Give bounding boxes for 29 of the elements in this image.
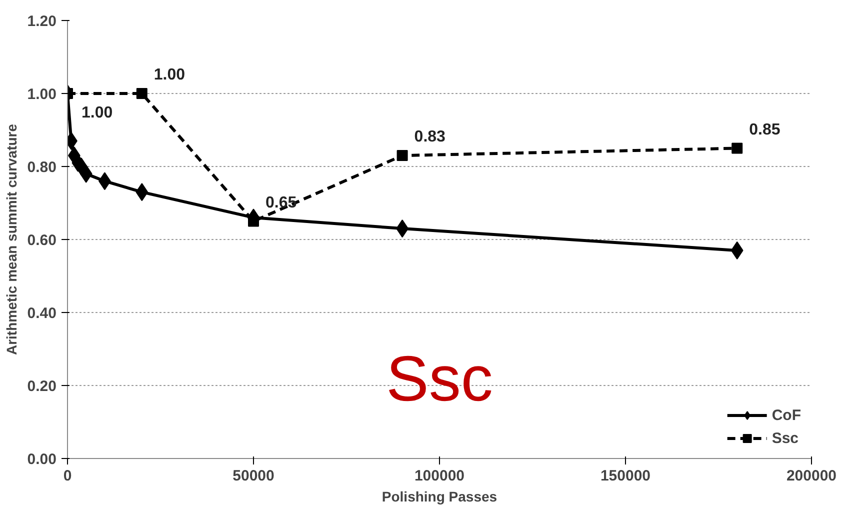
- data-label: 0.65: [266, 194, 297, 212]
- x-tick-label: 0: [63, 468, 72, 484]
- y-tick-label: 0.20: [27, 378, 57, 395]
- data-label: 0.85: [749, 121, 780, 138]
- x-tick-label: 200000: [786, 468, 837, 484]
- point: [136, 88, 148, 99]
- data-label: 0.83: [414, 128, 446, 146]
- x-tick-label: 150000: [600, 468, 651, 484]
- y-tick-label: 1.00: [27, 86, 57, 103]
- annotation: Ssc: [386, 342, 493, 415]
- y-tick-label: 0.00: [27, 451, 57, 468]
- point: [80, 164, 92, 183]
- legend-label: Ssc: [772, 430, 799, 446]
- x-tick-label: 50000: [232, 468, 274, 484]
- point: [396, 150, 408, 162]
- y-tick-label: 0.60: [27, 232, 57, 249]
- data-label: 1.00: [154, 66, 186, 84]
- data-label: 1.00: [82, 104, 113, 122]
- point: [248, 216, 259, 227]
- point: [732, 142, 743, 154]
- point: [730, 241, 744, 260]
- y-tick-label: 1.20: [27, 13, 57, 30]
- y-tick-label: 0.40: [27, 305, 57, 322]
- x-tick-label: 100000: [414, 468, 465, 484]
- legend-label: CoF: [772, 406, 801, 424]
- point: [136, 183, 148, 202]
- x-axis-title: Polishing Passes: [382, 488, 498, 504]
- y-axis-title: Arithmetic mean summit curvature: [3, 124, 20, 356]
- y-tick-label: 0.80: [27, 159, 57, 176]
